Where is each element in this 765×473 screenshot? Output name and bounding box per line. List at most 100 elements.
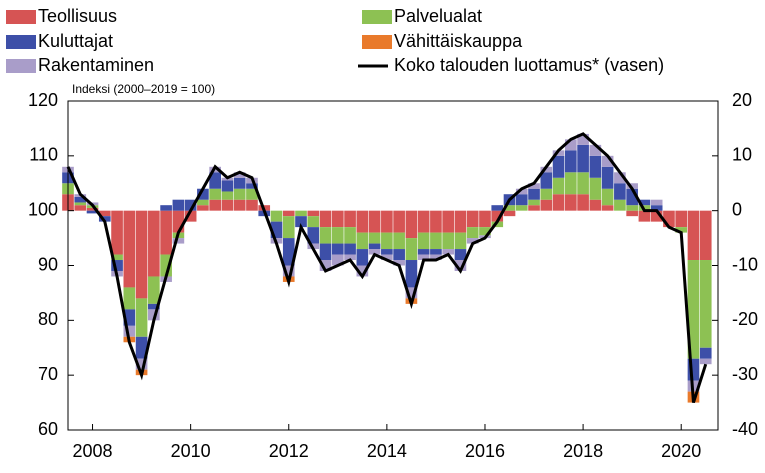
bar — [405, 210, 418, 239]
bar — [74, 196, 87, 203]
bar — [650, 199, 663, 206]
legend-swatch — [6, 10, 36, 24]
bar — [295, 210, 307, 217]
bar — [233, 177, 246, 189]
bar — [221, 199, 234, 211]
bar — [650, 210, 663, 222]
y2-tick-label: -30 — [732, 364, 758, 384]
bar — [626, 210, 638, 217]
bar — [466, 210, 479, 228]
bar — [552, 150, 565, 156]
bar — [331, 227, 344, 244]
bar — [148, 303, 160, 310]
bar — [540, 166, 553, 173]
bar — [528, 188, 540, 200]
bar — [601, 166, 614, 189]
bar — [381, 210, 393, 233]
bar — [123, 287, 136, 310]
bar — [601, 205, 614, 211]
bar — [638, 210, 651, 222]
bar — [331, 210, 344, 228]
bar — [491, 221, 504, 228]
bar — [552, 177, 565, 195]
bar — [135, 358, 148, 370]
bar — [454, 260, 467, 271]
y2-tick-label: 10 — [732, 145, 752, 165]
bar — [601, 188, 614, 206]
bar — [381, 249, 393, 255]
x-tick-label: 2018 — [563, 441, 603, 461]
bar — [552, 155, 565, 178]
bar — [246, 188, 258, 200]
bar — [699, 358, 712, 365]
bar — [270, 210, 283, 222]
bar — [282, 265, 295, 277]
bar — [417, 210, 430, 233]
bar — [221, 191, 234, 200]
y-tick-label: 70 — [38, 364, 58, 384]
bar — [699, 210, 712, 261]
bar — [123, 325, 136, 337]
bar — [135, 210, 148, 299]
bar — [565, 194, 577, 211]
legend-label: Palvelualat — [394, 6, 482, 26]
chart-subtitle: Indeksi (2000–2019 = 100) — [72, 82, 215, 96]
bar — [466, 227, 479, 239]
bar — [515, 205, 528, 211]
bar — [344, 227, 356, 244]
bar — [172, 210, 185, 233]
bar — [614, 199, 626, 211]
bar — [626, 183, 638, 189]
bar — [393, 260, 405, 266]
bar — [197, 199, 209, 206]
bar — [565, 139, 577, 151]
y2-tick-label: 0 — [732, 199, 742, 219]
bar — [565, 150, 577, 173]
bar — [246, 183, 258, 189]
bar — [454, 249, 467, 261]
bar — [123, 210, 136, 288]
y2-tick-label: 20 — [732, 90, 752, 110]
bar — [270, 221, 283, 239]
bar — [160, 205, 172, 211]
bar — [319, 260, 332, 271]
bar — [148, 210, 160, 277]
bar — [687, 358, 700, 381]
bar — [344, 210, 356, 228]
bar — [491, 205, 504, 211]
bar — [368, 232, 381, 244]
bar — [282, 210, 295, 217]
bar — [356, 249, 369, 266]
bar — [540, 199, 553, 211]
bar — [209, 172, 221, 189]
bar — [503, 205, 516, 211]
bar — [650, 205, 663, 211]
bar — [565, 172, 577, 195]
bar — [160, 254, 172, 277]
bar — [344, 243, 356, 255]
bar — [466, 238, 479, 244]
bar — [356, 232, 369, 250]
bar — [319, 210, 332, 228]
bar — [148, 276, 160, 304]
bar — [160, 210, 172, 255]
line — [66, 132, 708, 404]
x-tick-label: 2016 — [465, 441, 505, 461]
legend-label: Vähittäiskauppa — [394, 31, 523, 51]
bar — [98, 210, 111, 217]
legend-label: Teollisuus — [38, 6, 117, 26]
legend-swatch — [6, 35, 36, 49]
y-tick-label: 100 — [28, 199, 58, 219]
bar — [589, 144, 602, 156]
bar — [344, 254, 356, 261]
bar — [479, 210, 491, 228]
legend-swatch — [6, 59, 36, 73]
bar — [430, 249, 442, 255]
bar — [528, 199, 540, 206]
bar — [319, 227, 332, 244]
bar — [86, 210, 99, 214]
bar — [417, 254, 430, 261]
bar — [515, 194, 528, 206]
bar — [135, 298, 148, 337]
